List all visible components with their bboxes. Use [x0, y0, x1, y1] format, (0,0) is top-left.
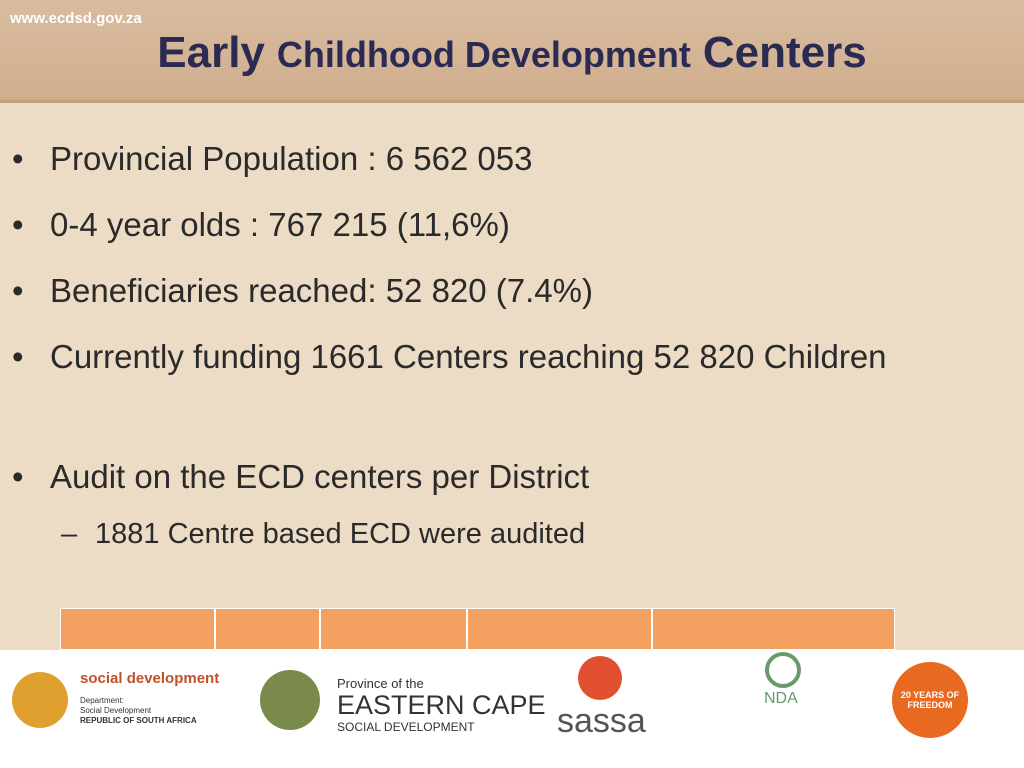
logo-text: Department:	[80, 696, 125, 705]
bullet: 0-4 year olds : 767 215 (11,6%)	[12, 198, 950, 252]
table-row	[60, 608, 895, 650]
logo-text: sassa	[557, 702, 646, 740]
sub-bullet: 1881 Centre based ECD were audited	[61, 518, 585, 551]
logo-text: Province of the	[337, 676, 424, 691]
logo-text: EASTERN CAPE	[337, 690, 546, 720]
logo-bar: social development Department: Social De…	[0, 650, 1024, 768]
bullet: Provincial Population : 6 562 053	[12, 132, 950, 186]
title-part: Early	[157, 28, 265, 77]
logo-text: 20 YEARS OF FREEDOM	[900, 690, 960, 710]
header: www.ecdsd.gov.za Early Childhood Developm…	[0, 0, 1024, 103]
logo-text: NDA	[764, 690, 798, 707]
logo-text: SOCIAL DEVELOPMENT	[337, 720, 475, 734]
logo-text: social development	[80, 670, 220, 687]
bullet: Beneficiaries reached: 52 820 (7.4%)	[12, 264, 950, 318]
logo-shapes	[12, 652, 968, 738]
url: www.ecdsd.gov.za	[10, 10, 142, 27]
logo-text: REPUBLIC OF SOUTH AFRICA	[80, 716, 197, 725]
bullet: Audit on the ECD centers per District	[12, 450, 950, 504]
title: Early Childhood Development Centers	[0, 28, 1024, 78]
title-part: Childhood Development	[276, 34, 691, 75]
bullet: Currently funding 1661 Centers reaching …	[12, 330, 950, 384]
logo-text: Social Development	[80, 706, 152, 715]
title-part: Centers	[702, 28, 867, 77]
